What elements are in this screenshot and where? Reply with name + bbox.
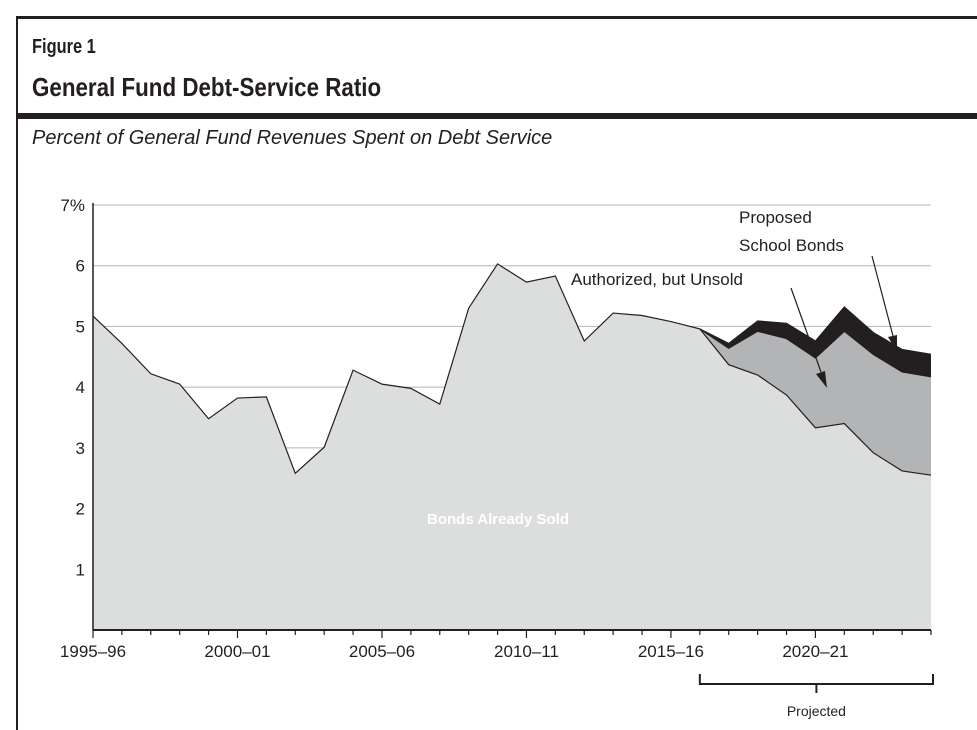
arrowhead-proposed-school-bonds	[888, 335, 897, 352]
series-line-1	[92, 263, 932, 476]
label-authorized-unsold: Authorized, but Unsold	[571, 270, 743, 289]
leader-proposed-school-bonds	[871, 255, 894, 337]
x-tick-label: 1995–96	[60, 642, 126, 661]
y-tick-label: 7%	[60, 196, 85, 215]
x-tick-label: 2010–11	[494, 642, 559, 661]
x-tick-label: 2005–06	[349, 642, 415, 661]
title-rule	[16, 113, 977, 119]
y-tick-label: 5	[76, 317, 85, 336]
area-layer	[92, 263, 932, 630]
area-proposed-school-bonds	[699, 307, 931, 377]
figure-title: General Fund Debt-Service Ratio	[32, 72, 382, 102]
top-rule	[16, 16, 977, 19]
label-bonds-already-sold: Bonds Already Sold	[427, 511, 569, 528]
y-tick-label: 4	[76, 378, 85, 397]
area-authorized-unsold	[699, 328, 931, 476]
label-layer: Projected Bonds Already Sold Authorized, b…	[427, 208, 934, 719]
arrowhead-authorized-unsold	[816, 371, 827, 388]
y-tick-label: 6	[76, 257, 85, 276]
label-school-bonds: School Bonds	[739, 236, 844, 255]
axis-layer: 1995–96 2000–01 2005–06 2010–11 2015–16 2020–…	[60, 203, 932, 661]
label-proposed: Proposed	[739, 208, 812, 227]
x-tick-label: 2015–16	[638, 642, 704, 661]
projected-label: Projected	[787, 703, 846, 719]
projected-bracket	[698, 674, 934, 685]
y-tick-label: 2	[76, 500, 85, 519]
left-rule	[16, 16, 18, 730]
y-tick-label: 3	[76, 439, 85, 458]
x-tick-label: 2000–01	[204, 642, 270, 661]
x-tick-label: 2020–21	[782, 642, 848, 661]
leader-authorized-unsold	[790, 287, 822, 373]
area-bonds-already-sold	[93, 263, 931, 630]
figure-label: Figure 1	[32, 36, 96, 58]
chart-subtitle: Percent of General Fund Revenues Spent o…	[32, 127, 553, 149]
y-tick-label: 1	[76, 560, 85, 579]
